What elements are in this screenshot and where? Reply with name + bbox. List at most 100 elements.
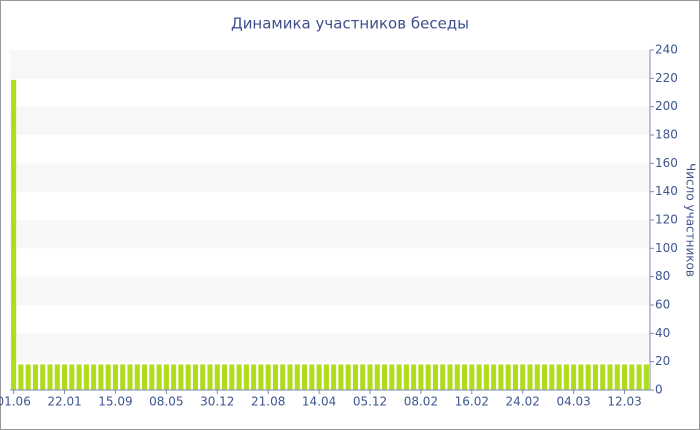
y-tick-label: 80	[655, 269, 670, 283]
bar	[76, 364, 82, 390]
bar	[498, 364, 504, 390]
bar	[134, 364, 140, 390]
x-tick-label: 16.02	[455, 395, 489, 409]
bar	[440, 364, 446, 390]
bar	[636, 364, 642, 390]
y-tick-label: 0	[655, 383, 663, 397]
bar	[556, 364, 562, 390]
bar	[571, 364, 577, 390]
bar	[222, 364, 228, 390]
bar	[396, 364, 402, 390]
x-tick-label: 24.02	[506, 395, 540, 409]
bar	[447, 364, 453, 390]
x-tick-label: 15.09	[98, 395, 132, 409]
bar	[411, 364, 417, 390]
x-tick-label: 04.03	[556, 395, 590, 409]
bar	[236, 364, 242, 390]
bar	[491, 364, 497, 390]
bar	[345, 364, 351, 390]
bar	[338, 364, 344, 390]
y-axis-label: Число участников	[684, 163, 698, 277]
bar	[98, 364, 104, 390]
bar	[469, 364, 475, 390]
bar	[229, 364, 235, 390]
bar	[549, 364, 555, 390]
bar	[243, 364, 249, 390]
bar	[600, 364, 606, 390]
bar	[505, 364, 511, 390]
bar	[629, 364, 635, 390]
bar	[592, 364, 598, 390]
bar	[607, 364, 613, 390]
bar	[163, 364, 169, 390]
y-tick-label: 20	[655, 354, 670, 368]
bar	[149, 364, 155, 390]
bar	[454, 364, 460, 390]
bar	[32, 364, 38, 390]
bar	[272, 364, 278, 390]
bar	[47, 364, 53, 390]
grid-band	[10, 50, 650, 79]
bar	[462, 364, 468, 390]
x-tick-label: 12.03	[607, 395, 641, 409]
grid-band	[10, 106, 650, 135]
y-tick-label: 40	[655, 326, 670, 340]
x-tick-label: 30.12	[200, 395, 234, 409]
bar	[280, 364, 286, 390]
bar	[171, 364, 177, 390]
x-tick-label: 05.12	[353, 395, 387, 409]
grid-band	[10, 276, 650, 305]
y-tick-label: 240	[655, 43, 678, 57]
bar	[585, 364, 591, 390]
bar	[643, 364, 649, 390]
grid-band	[10, 333, 650, 362]
x-tick-label: 22.01	[47, 395, 81, 409]
bar	[214, 364, 220, 390]
bar	[352, 364, 358, 390]
x-tick-label: 01.06	[0, 395, 31, 409]
bar	[534, 364, 540, 390]
bar	[563, 364, 569, 390]
y-tick-label: 180	[655, 128, 678, 142]
bar	[578, 364, 584, 390]
bar	[112, 364, 118, 390]
x-tick-label: 14.04	[302, 395, 336, 409]
bar	[287, 364, 293, 390]
bar	[614, 364, 620, 390]
bar	[120, 364, 126, 390]
bar	[323, 364, 329, 390]
y-tick-label: 200	[655, 99, 678, 113]
bar	[127, 364, 133, 390]
bar	[527, 364, 533, 390]
bar	[40, 364, 46, 390]
bar	[18, 364, 24, 390]
bar	[512, 364, 518, 390]
bar	[258, 364, 264, 390]
bar	[192, 364, 198, 390]
bar	[367, 364, 373, 390]
bar	[309, 364, 315, 390]
bar	[265, 364, 271, 390]
bar	[374, 364, 380, 390]
bar	[331, 364, 337, 390]
bar	[432, 364, 438, 390]
bar	[360, 364, 366, 390]
y-tick-label: 120	[655, 213, 678, 227]
bar	[105, 364, 111, 390]
bar	[403, 364, 409, 390]
bar	[251, 364, 257, 390]
bar	[622, 364, 628, 390]
bar	[69, 364, 75, 390]
grid-band	[10, 220, 650, 249]
x-tick-label: 21.08	[251, 395, 285, 409]
bar	[316, 364, 322, 390]
bar	[418, 364, 424, 390]
grid-band	[10, 163, 650, 192]
y-tick-label: 60	[655, 298, 670, 312]
bar	[62, 364, 68, 390]
bar	[178, 364, 184, 390]
x-tick-label: 08.05	[149, 395, 183, 409]
bar	[200, 364, 206, 390]
y-tick-label: 100	[655, 241, 678, 255]
bar	[185, 364, 191, 390]
